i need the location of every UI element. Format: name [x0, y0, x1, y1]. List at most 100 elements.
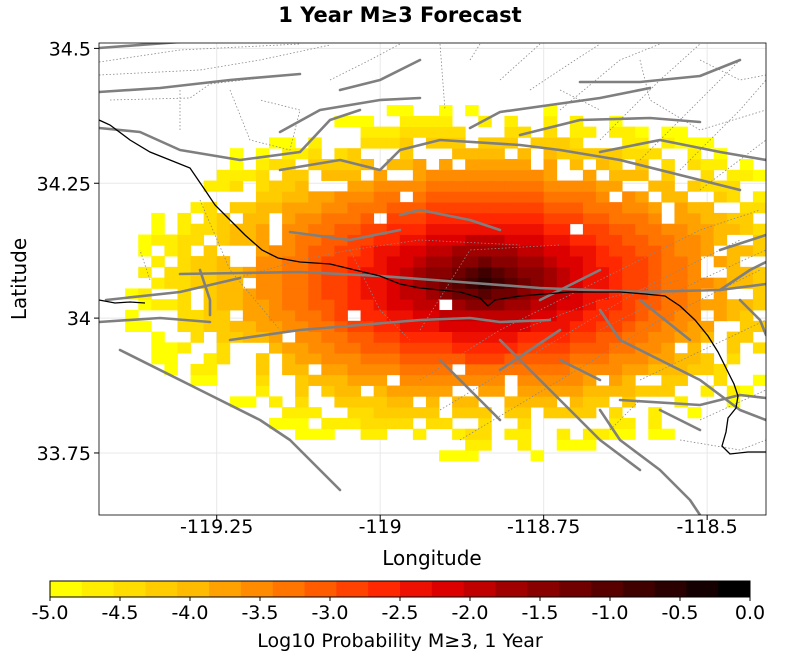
heat-cell — [412, 191, 427, 203]
heat-cell — [491, 212, 505, 225]
heat-cell — [308, 191, 322, 203]
heat-cell — [360, 396, 375, 408]
heat-cell — [439, 105, 453, 117]
heat-cell — [648, 363, 662, 376]
heat-cell — [373, 191, 388, 203]
heat-cell — [595, 180, 610, 192]
heat-cell — [595, 148, 610, 160]
heat-cell — [622, 245, 636, 257]
heat-cell — [543, 310, 558, 322]
heat-cell — [321, 288, 335, 300]
chart-title: 1 Year M≥3 Forecast — [278, 3, 521, 27]
heat-cell — [595, 277, 610, 289]
heat-cell — [465, 331, 479, 343]
heat-cell — [739, 385, 754, 397]
heat-cell — [229, 202, 244, 214]
heat-cell — [504, 266, 518, 279]
colorbar-tick-label: -2.0 — [451, 602, 488, 624]
heat-cell — [491, 256, 505, 268]
heat-cell — [609, 299, 623, 311]
heat-cell — [347, 245, 361, 257]
colorbar-swatch — [209, 581, 242, 597]
heat-cell — [661, 256, 675, 268]
heat-cell — [347, 363, 361, 376]
heat-cell — [255, 148, 270, 160]
heat-cell — [726, 169, 741, 181]
heat-cell — [569, 191, 584, 203]
heat-cell — [687, 353, 702, 365]
heat-cell — [334, 353, 348, 365]
heat-cell — [399, 277, 414, 289]
heat-cell — [386, 234, 401, 246]
heat-cell — [334, 212, 348, 225]
heat-cell — [752, 202, 766, 214]
heat-cell — [648, 245, 662, 257]
heat-cell — [595, 385, 610, 397]
heat-cell — [582, 310, 597, 322]
heat-cell — [517, 212, 531, 225]
heat-cell — [504, 126, 518, 138]
heat-cell — [569, 396, 584, 408]
colorbar-swatch — [81, 581, 115, 597]
heat-cell — [399, 342, 414, 354]
heat-cell — [687, 299, 702, 311]
heat-cell — [386, 407, 401, 419]
heat-cell — [648, 180, 662, 192]
heat-cell — [491, 310, 505, 322]
heat-cell — [386, 277, 401, 289]
heat-cell — [635, 148, 649, 160]
heat-cell — [386, 299, 401, 311]
heat-cell — [229, 158, 244, 171]
heat-cell — [216, 310, 231, 322]
heat-cell — [622, 353, 636, 365]
heat-cell — [517, 417, 531, 430]
heat-cell — [347, 148, 361, 160]
heat-cell — [412, 126, 427, 138]
heat-cell — [517, 169, 531, 181]
heat-cell — [373, 245, 388, 257]
heat-cell — [635, 342, 649, 354]
heat-cell — [282, 277, 296, 289]
heat-cell — [556, 342, 571, 354]
heat-cell — [504, 115, 518, 128]
heat-cell — [190, 223, 205, 235]
heat-cell — [661, 191, 675, 203]
heat-cell — [530, 374, 545, 386]
heat-cell — [282, 223, 296, 235]
heat-cell — [700, 169, 715, 181]
heat-cell — [465, 353, 479, 365]
heat-cell — [308, 234, 322, 246]
heat-cell — [425, 407, 440, 419]
heat-cell — [752, 320, 766, 332]
heat-cell — [517, 223, 531, 235]
heat-cell — [726, 266, 741, 279]
heat-cell — [609, 180, 623, 192]
heat-cell — [739, 245, 754, 257]
heat-cell — [425, 353, 440, 365]
heat-cell — [439, 256, 453, 268]
heat-cell — [295, 428, 309, 440]
heat-cell — [543, 245, 558, 257]
heat-cell — [569, 266, 584, 279]
heat-cell — [595, 234, 610, 246]
heat-cell — [269, 202, 283, 214]
heat-cell — [295, 245, 309, 257]
heat-cell — [687, 342, 702, 354]
heat-cell — [216, 288, 231, 300]
heat-cell — [190, 310, 205, 322]
heat-cell — [439, 417, 453, 430]
heat-cell — [452, 331, 466, 343]
heat-cell — [635, 169, 649, 181]
heat-cell — [478, 331, 492, 343]
heat-cell — [360, 115, 375, 128]
heat-cell — [269, 299, 283, 311]
heat-cell — [687, 310, 702, 322]
heat-cell — [609, 310, 623, 322]
heat-cell — [164, 353, 178, 365]
heat-cell — [491, 299, 505, 311]
heat-cell — [491, 158, 505, 171]
heat-cell — [439, 450, 453, 462]
heat-cell — [595, 331, 610, 343]
heat-cell — [190, 374, 205, 386]
